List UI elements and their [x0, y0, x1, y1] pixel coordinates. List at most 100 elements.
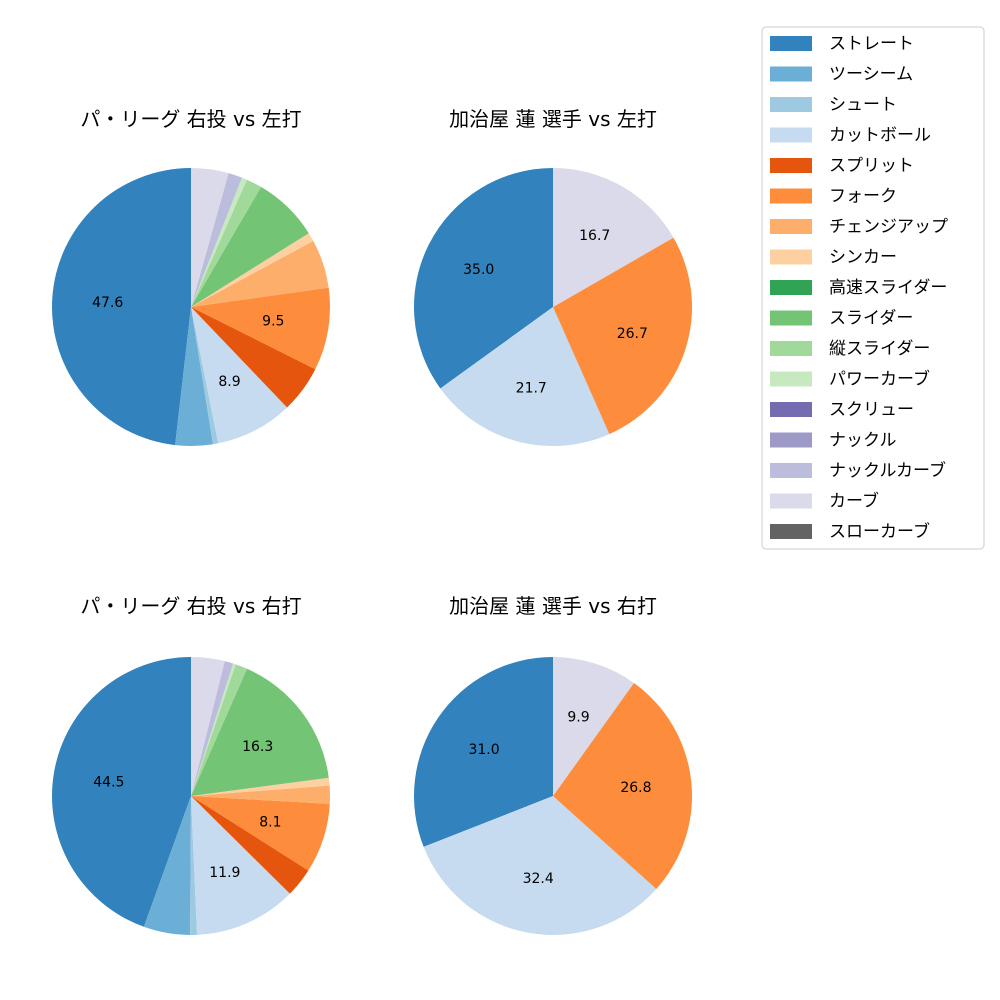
slice-percent-label: 9.5 — [262, 313, 284, 329]
pie-chart-league-vs-left: パ・リーグ 右投 vs 左打 47.6 8.9 9.5 — [51, 107, 330, 447]
legend-swatch — [770, 127, 812, 143]
pie-slice — [191, 307, 316, 408]
legend-swatch — [770, 371, 812, 387]
slice-percent-label: 26.8 — [620, 780, 651, 796]
legend-item: フォーク — [770, 187, 897, 207]
legend-item: スライダー — [770, 309, 913, 329]
pie-slice — [191, 664, 247, 796]
pie-slice — [423, 796, 657, 936]
legend-label: ナックルカーブ — [829, 460, 946, 481]
pie-slice — [191, 777, 330, 796]
chart-title: パ・リーグ 右投 vs 右打 — [80, 594, 301, 618]
pie-slice — [191, 663, 236, 796]
legend-swatch — [770, 66, 812, 82]
legend-item: カーブ — [770, 491, 879, 512]
legend-label: カットボール — [829, 126, 931, 146]
pie-chart-kajiya-vs-left: 加治屋 蓮 選手 vs 左打 35.0 21.7 26.7 16.7 — [414, 107, 693, 447]
legend-label: ストレート — [829, 34, 914, 54]
legend-label: 高速スライダー — [829, 278, 947, 298]
slice-percent-label: 47.6 — [92, 295, 123, 311]
slice-percent-label: 21.7 — [516, 381, 547, 397]
legend-swatch — [770, 219, 812, 234]
legend-item: スプリット — [770, 156, 914, 176]
legend-swatch — [770, 493, 812, 509]
pie-slice — [51, 168, 192, 446]
slice-percent-label: 32.4 — [523, 871, 554, 887]
legend: ストレートツーシームシュートカットボールスプリットフォークチェンジアップシンカー… — [761, 26, 985, 550]
legend-item: ナックルカーブ — [770, 460, 946, 481]
pie-slice — [414, 168, 553, 389]
legend-item: シンカー — [770, 248, 897, 268]
chart-title: 加治屋 蓮 選手 vs 左打 — [449, 107, 657, 131]
pie-slice — [191, 668, 329, 796]
legend-swatch — [770, 432, 812, 448]
pie-slice — [191, 796, 309, 894]
pie-slice — [553, 237, 693, 435]
pie-slice — [413, 657, 553, 847]
pie-slice — [191, 307, 288, 444]
slice-percent-label: 9.9 — [567, 710, 589, 726]
pie-slice — [553, 657, 634, 796]
pie-slice — [191, 307, 219, 445]
pie-slice — [191, 179, 262, 307]
pie-slice — [553, 168, 674, 307]
legend-swatch — [770, 463, 812, 478]
pie-slice — [191, 168, 229, 307]
legend-label: シンカー — [829, 248, 897, 268]
legend-swatch — [770, 341, 812, 356]
legend-swatch — [770, 188, 812, 204]
pie-slice — [191, 785, 331, 804]
chart-title: パ・リーグ 右投 vs 左打 — [80, 107, 301, 131]
pie-slice — [143, 796, 191, 935]
legend-label: シュート — [829, 95, 897, 115]
legend-label: ツーシーム — [829, 65, 913, 85]
legend-item: カットボール — [770, 126, 931, 146]
legend-label: 縦スライダー — [829, 339, 930, 359]
legend-label: スプリット — [829, 156, 914, 176]
legend-swatch — [770, 402, 812, 417]
chart-title: 加治屋 蓮 選手 vs 右打 — [449, 594, 657, 618]
legend-label: フォーク — [829, 187, 897, 207]
legend-swatch — [770, 249, 812, 265]
pie-slice — [191, 661, 234, 796]
slice-percent-label: 26.7 — [617, 326, 648, 342]
pie-slice — [553, 682, 692, 889]
legend-label: パワーカーブ — [829, 369, 930, 390]
legend-item: スクリュー — [770, 400, 914, 420]
legend-item: ツーシーム — [770, 65, 913, 85]
pie-slice — [175, 307, 214, 447]
legend-label: スライダー — [829, 309, 913, 329]
pie-slice — [191, 657, 225, 796]
pie-slice — [191, 796, 330, 871]
pie-slice — [191, 177, 247, 307]
slice-percent-label: 16.7 — [579, 228, 610, 244]
legend-swatch — [770, 158, 812, 173]
legend-item: シュート — [770, 95, 897, 115]
legend-item: 高速スライダー — [770, 278, 947, 298]
pie-slice — [191, 173, 242, 307]
pie-slice — [191, 287, 330, 370]
legend-label: スクリュー — [829, 400, 914, 420]
legend-label: ナックル — [829, 431, 897, 451]
pie-charts-group: パ・リーグ 右投 vs 左打 47.6 8.9 9.5 加治屋 蓮 選手 vs 左打… — [51, 107, 693, 936]
legend-item: スローカーブ — [770, 521, 930, 542]
legend-item: チェンジアップ — [770, 217, 948, 237]
legend-swatch — [770, 97, 812, 112]
slice-percent-label: 35.0 — [463, 262, 494, 278]
pie-slice — [52, 657, 191, 927]
legend-frame — [761, 26, 985, 550]
pie-slice — [191, 796, 290, 935]
pie-slice — [440, 307, 610, 447]
legend-label: カーブ — [829, 491, 879, 512]
legend-swatch — [770, 310, 812, 326]
slice-percent-label: 11.9 — [209, 865, 240, 881]
legend-swatch — [770, 524, 812, 539]
slice-percent-label: 8.1 — [259, 815, 281, 831]
legend-label: チェンジアップ — [829, 217, 948, 237]
pie-slice — [191, 186, 309, 307]
pie-slice — [191, 233, 314, 307]
legend-label: スローカーブ — [829, 521, 930, 542]
slice-percent-label: 44.5 — [93, 775, 124, 791]
slice-percent-label: 16.3 — [242, 739, 273, 755]
